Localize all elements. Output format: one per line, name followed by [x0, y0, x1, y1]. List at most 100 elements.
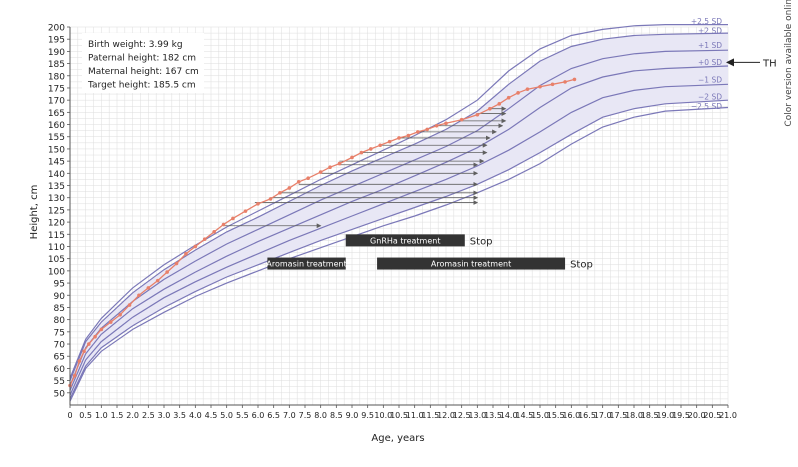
info-box-bg: [82, 33, 204, 93]
x-tick-label: 13.0: [468, 411, 486, 420]
treatment-bar: [377, 257, 566, 270]
x-tick-label: 11.0: [406, 411, 424, 420]
info-line: Paternal height: 182 cm: [88, 54, 196, 64]
x-tick-label: 18.5: [641, 411, 659, 420]
x-tick-label: 3.0: [158, 411, 171, 420]
x-tick-label: 16.5: [578, 411, 596, 420]
x-tick-label: 17.5: [609, 411, 627, 420]
x-tick-label: 12.5: [453, 411, 471, 420]
x-tick-label: 2.5: [142, 411, 155, 420]
curve-1-sd: [69, 83, 729, 396]
y-tick-label: 100: [48, 267, 65, 277]
y-tick-label: 170: [48, 97, 65, 107]
sd-band-fill: [70, 33, 728, 399]
sd-label: −2.5 SD: [691, 102, 722, 111]
x-tick-label: 20.0: [688, 411, 706, 420]
patient-point: [516, 91, 520, 95]
patient-point: [563, 80, 567, 84]
patient-point: [525, 87, 530, 91]
x-tick-label: 18.0: [625, 411, 643, 420]
patient-point: [337, 161, 342, 166]
patient-point: [350, 155, 354, 160]
treatment-stop-label: Stop: [470, 236, 493, 247]
y-tick-label: 165: [48, 109, 65, 119]
x-tick-label: 1.5: [111, 411, 124, 420]
patient-point: [328, 165, 332, 170]
x-tick-label: 14.5: [515, 411, 533, 420]
y-tick-label: 65: [54, 353, 65, 363]
curve-2-5-sd: [69, 24, 728, 379]
treatment-label: GnRHa treatment: [370, 236, 440, 245]
bone-age-arrows: [223, 106, 507, 229]
patient-point: [397, 136, 401, 140]
treatment-bar: [267, 257, 346, 270]
patient-point: [488, 106, 492, 111]
x-tick-label: 5.0: [220, 411, 233, 420]
x-tick-label: 19.5: [672, 411, 690, 420]
x-tick-label: 5.5: [236, 411, 249, 420]
patient-point: [497, 102, 502, 106]
y-tick-label: 175: [48, 84, 65, 94]
x-tick-label: 11.5: [421, 411, 439, 420]
patient-point: [174, 261, 179, 266]
x-tick-label: 8.5: [330, 411, 343, 420]
x-tick-label: 9.0: [346, 411, 359, 420]
patient-point: [184, 252, 188, 256]
y-tick-label: 105: [48, 255, 65, 265]
curve-0-sd: [69, 65, 729, 391]
patient-point: [146, 286, 151, 290]
y-tick-label: 95: [54, 280, 65, 290]
patient-point: [212, 230, 216, 234]
x-tick-label: 16.0: [562, 411, 580, 420]
patient-point: [538, 84, 542, 89]
patient-point: [459, 117, 464, 122]
y-tick-label: 85: [54, 304, 65, 314]
curve-2-5-sd: [69, 106, 729, 402]
x-tick-label: 8.0: [314, 411, 327, 420]
y-tick-label: 90: [54, 292, 66, 302]
x-tick-label: 7.5: [299, 411, 312, 420]
patient-point: [231, 216, 235, 221]
patient-point: [77, 359, 82, 363]
y-tick-label: 195: [48, 36, 65, 46]
patient-point: [318, 170, 323, 174]
y-axis-label: Height, cm: [29, 185, 40, 240]
patient-point: [221, 222, 226, 227]
x-tick-label: 6.5: [267, 411, 280, 420]
x-tick-label: 21.0: [719, 411, 737, 420]
y-tick-label: 60: [54, 365, 66, 375]
y-tick-label: 190: [48, 48, 65, 58]
patient-point: [444, 121, 448, 126]
patient-point: [369, 147, 373, 151]
patient-point: [296, 180, 301, 184]
x-tick-label: 15.0: [531, 411, 549, 420]
treatment-label: Aromasin treatment: [431, 260, 511, 269]
y-tick-label: 150: [48, 145, 65, 155]
target-height-label: TH: [762, 58, 777, 69]
x-tick-label: 10.0: [374, 411, 392, 420]
y-tick-label: 140: [48, 170, 65, 180]
sd-label: −1 SD: [698, 75, 722, 84]
y-tick-label: 200: [48, 24, 65, 34]
patient-point: [572, 77, 577, 82]
treatment-bars: GnRHa treatment Stop Aromasin treatment Aro…: [266, 234, 593, 271]
x-tick-label: 9.5: [361, 411, 374, 420]
patient-point: [506, 95, 511, 100]
y-tick-label: 135: [48, 182, 65, 192]
patient-point: [137, 293, 141, 298]
patient-point: [87, 342, 91, 346]
patient-point: [202, 237, 207, 241]
treatment-label: Aromasin treatment: [266, 260, 346, 269]
y-tick-label: 160: [48, 121, 65, 131]
patient-point: [108, 320, 113, 324]
info-line: Birth weight: 3.99 kg: [88, 40, 183, 50]
patient-series: [68, 77, 577, 388]
curve-2-sd: [69, 99, 729, 400]
patient-point: [359, 150, 364, 155]
x-tick-label: 14.0: [500, 411, 518, 420]
info-box: Birth weight: 3.99 kg Paternal height: 18…: [82, 33, 204, 93]
y-tick-label: 130: [48, 194, 65, 204]
x-tick-label: 20.5: [703, 411, 721, 420]
x-tick-label: 4.0: [189, 411, 202, 420]
x-tick-label: 0: [67, 411, 72, 420]
